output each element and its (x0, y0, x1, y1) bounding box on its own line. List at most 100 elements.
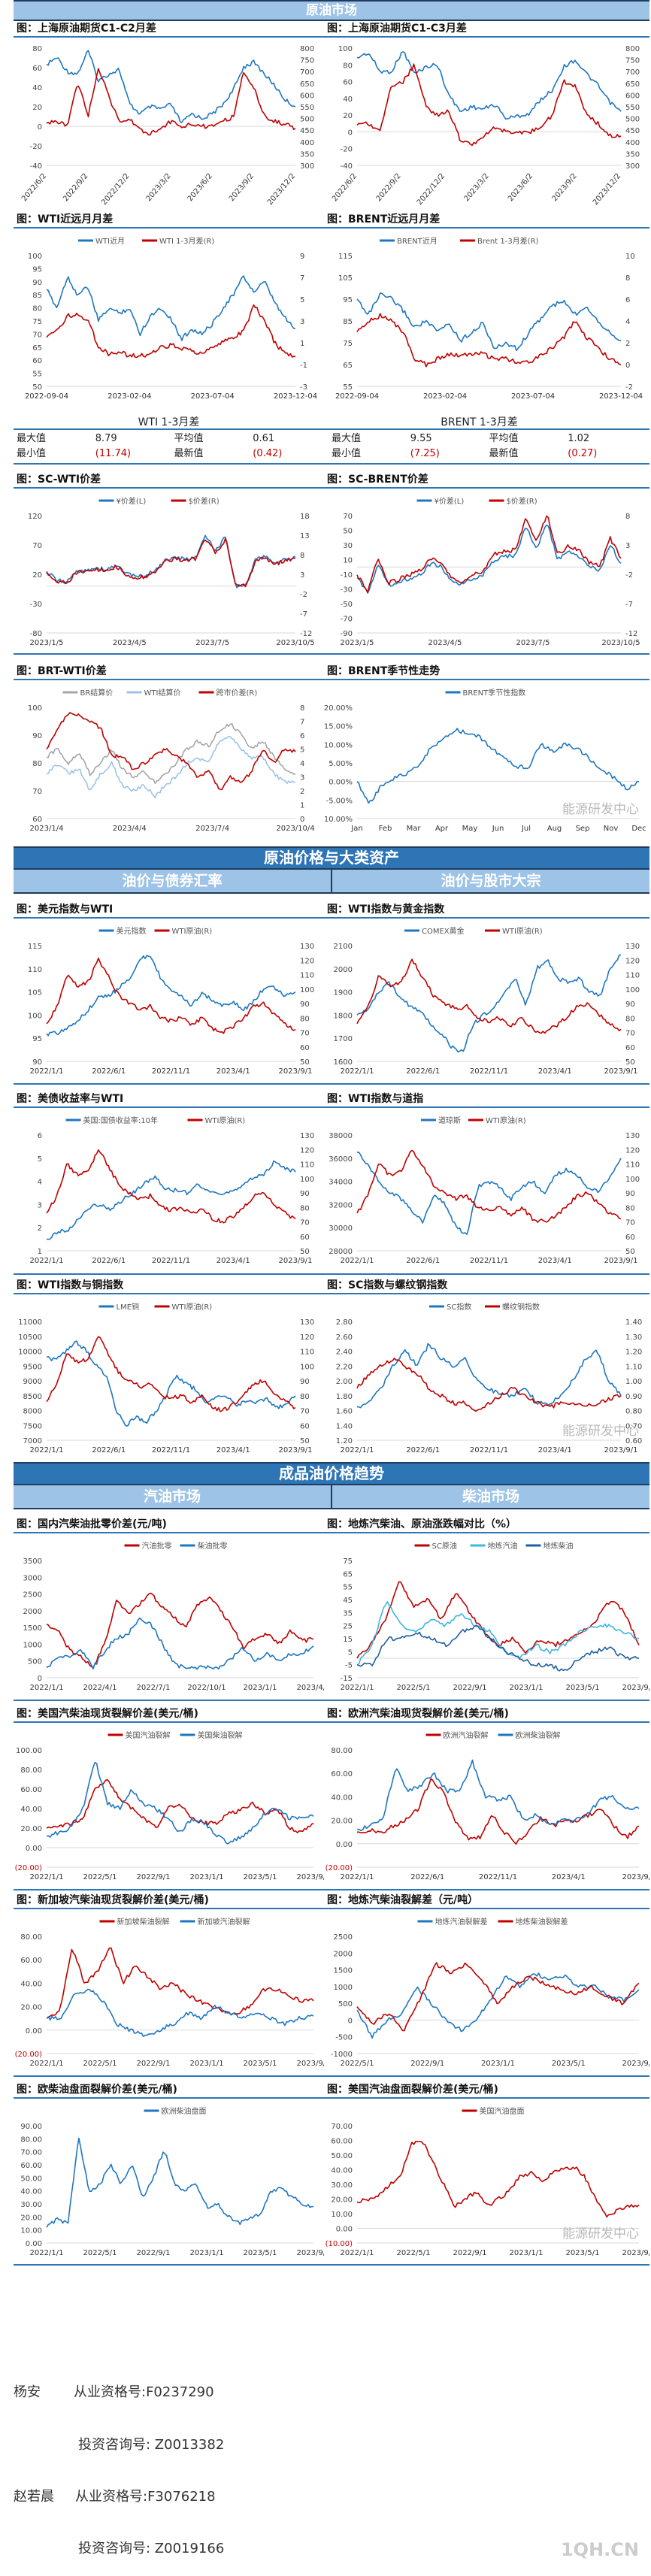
y-right-tick-label: 400 (300, 139, 314, 147)
y-right-tick-label: 500 (625, 116, 640, 124)
y-tick-label: 80 (32, 760, 42, 768)
y-tick-label: 9000 (23, 1378, 42, 1386)
x-tick-label: 2023/9/1 (622, 2249, 649, 2257)
x-tick-label: 2022/1/1 (30, 1873, 64, 1881)
y-tick-label: 500 (338, 2000, 353, 2008)
x-tick-label: 2022/12/2 (416, 172, 447, 207)
subheader-diesel: 柴油市场 (331, 1485, 649, 1508)
y-right-tick-label: 9 (300, 253, 304, 261)
x-tick-label: 2022/1/1 (341, 1067, 374, 1076)
legend-item: ¥价差(L) (416, 496, 464, 506)
y-tick-label: 70 (32, 542, 42, 550)
x-tick-label: 2022/9/1 (453, 2249, 487, 2257)
chart-title: 图：美债收益率与WTI (14, 1091, 324, 1108)
legend-item: 美国汽油裂解 (107, 1730, 171, 1740)
stat-label: 最大值 (332, 433, 362, 444)
chart-panel: 图：欧洲汽柴油现货裂解价差(美元/桶) 80.00 60.00 40.00 20.00 0… (324, 1706, 651, 1887)
x-tick-label: Dec (631, 825, 646, 833)
x-tick-label: 2022/1/1 (30, 1446, 64, 1454)
x-tick-label: 2022/11/1 (470, 1067, 508, 1076)
series-line (356, 515, 622, 593)
x-tick-label: 2022/1/1 (30, 1067, 64, 1076)
y-tick-label: 90 (32, 732, 42, 740)
chart-title: 图：BRT-WTI价差 (14, 664, 324, 680)
y-tick-label: 80.00 (331, 1747, 353, 1755)
chart-panel: 图：上海原油期货C1-C2月差 80 60 40 20 0 -20 -40 800 750 700 6… (14, 21, 324, 213)
y-tick-label: 50.00 (331, 2152, 353, 2160)
x-tick-label: 2022/12/2 (100, 172, 131, 207)
y-tick-label: -20 (30, 143, 42, 151)
y-tick-label: 1900 (334, 989, 353, 997)
series-line (356, 1581, 640, 1659)
y-tick-label: 0.00 (336, 2226, 353, 2234)
author-consult-number: 投资咨询号: Z0019166 (78, 2541, 225, 2556)
legend-label: WTI近月 (95, 236, 125, 246)
y-tick-label: 60.00 (20, 1786, 42, 1794)
x-tick-label: 2023/9/1 (622, 2060, 649, 2068)
y-right-tick-label: 0 (625, 362, 630, 370)
x-tick-label: 2022/9/1 (137, 2060, 171, 2068)
legend-label: 地炼柴油裂解差 (516, 1917, 568, 1927)
y-tick-label: -50 (341, 601, 353, 609)
series-line (356, 1149, 622, 1223)
chart-svg: 80.00 60.00 40.00 20.00 0.00 (20.00)2022/1/1 2… (15, 1917, 331, 2068)
x-tick-label: 2023/9/1 (604, 1257, 638, 1265)
y-tick-label: 1.60 (336, 1408, 353, 1416)
y-right-tick-label: 4 (300, 760, 304, 768)
y-tick-label: 0 (38, 123, 42, 132)
chart-title: 图：SC指数与螺纹钢指数 (324, 1278, 649, 1294)
y-right-tick-label: 500 (300, 116, 314, 124)
stat-value: (0.27) (568, 448, 598, 459)
x-tick-label: 2022/9/2 (374, 172, 402, 203)
x-tick-label: 2023/1/1 (244, 1684, 277, 1692)
series-line (46, 1988, 314, 2038)
y-right-tick-label: 5 (300, 746, 304, 755)
y-tick-label: -30 (30, 601, 42, 609)
y-tick-label: 95 (32, 265, 42, 274)
x-tick-label: 2022/1/1 (341, 1257, 374, 1265)
x-tick-label: 2023/9/1 (622, 1873, 649, 1881)
y-tick-label: 0.00 (26, 1845, 42, 1853)
y-right-tick-label: 600 (625, 92, 640, 100)
y-right-tick-label: 90 (300, 1378, 310, 1386)
y-right-tick-label: 100 (300, 986, 314, 994)
y-right-tick-label: -3 (300, 383, 307, 392)
series-line (356, 1972, 640, 2039)
series-line (46, 1149, 296, 1224)
y-tick-label: 80.00 (20, 2136, 42, 2144)
y-tick-label: (10.00) (326, 2240, 353, 2248)
y-right-tick-label: 0.90 (625, 1393, 642, 1401)
y-tick-label: 100 (28, 253, 42, 261)
y-right-tick-label: 130 (625, 1132, 640, 1140)
x-tick-label: 2022/6/2 (331, 172, 359, 203)
stat-label: 平均值 (174, 433, 204, 444)
series-line (47, 1761, 314, 1845)
stat-label: 最大值 (17, 433, 47, 444)
y-tick-label: 60 (32, 65, 42, 73)
chart-svg: 6 5 4 3 2 1 130 120 110 100 90 80 70 60 50 2022/1/1 2022… (30, 1115, 315, 1265)
y-right-tick-label: 8 (625, 513, 630, 521)
y-tick-label: 50.00 (20, 2175, 42, 2183)
x-tick-label: 2023/1/1 (190, 2060, 224, 2068)
divider (14, 1889, 649, 1890)
y-tick-label: 80 (32, 305, 42, 313)
legend-label: 欧洲汽油裂解 (444, 1730, 489, 1740)
chart-title: 图：WTI指数与铜指数 (14, 1278, 324, 1294)
y-right-tick-label: 6 (300, 732, 304, 740)
x-tick-label: 2022/11/1 (152, 1257, 190, 1265)
legend-label: 地炼柴油 (544, 1541, 574, 1551)
chart-svg: 20.00% 15.00% 10.00% 5.00% 0.00% -5.00% -10.00… (321, 688, 646, 833)
y-tick-label: -15 (341, 1675, 353, 1683)
chart-title: 图：美国汽柴油现货裂解价差(美元/桶) (14, 1706, 324, 1723)
chart-panel: 图：BRENT近远月月差 115 105 95 85 75 65 55 10 8 6 4 2 0 -2 202… (324, 212, 649, 406)
y-tick-label: 40 (343, 95, 353, 104)
y-right-tick-label: 2 (300, 788, 304, 796)
x-tick-label: 2023/9/1 (279, 1446, 313, 1454)
y-right-tick-label: -12 (300, 630, 312, 638)
y-tick-label: 60 (32, 816, 42, 824)
legend-label: BR结算价 (80, 688, 114, 698)
y-tick-label: 20.00 (331, 1818, 353, 1826)
series-line (356, 2140, 640, 2218)
x-tick-label: Mar (407, 825, 422, 833)
y-right-tick-label: -12 (625, 630, 637, 638)
